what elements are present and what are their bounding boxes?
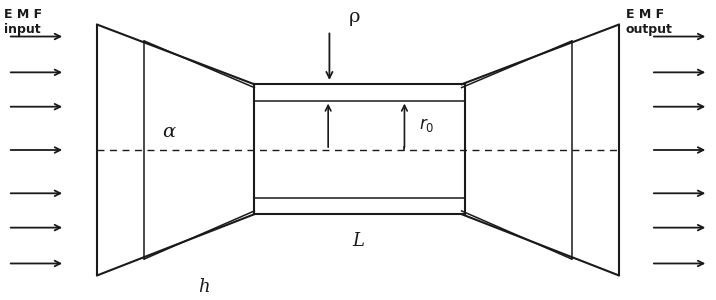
- Text: α: α: [162, 123, 175, 141]
- Text: L: L: [352, 232, 364, 250]
- Text: E M F
input: E M F input: [4, 8, 42, 36]
- Text: E M F
output: E M F output: [626, 8, 673, 36]
- Text: ρ: ρ: [349, 8, 360, 26]
- Text: $r_0$: $r_0$: [419, 116, 434, 134]
- Text: h: h: [198, 278, 211, 296]
